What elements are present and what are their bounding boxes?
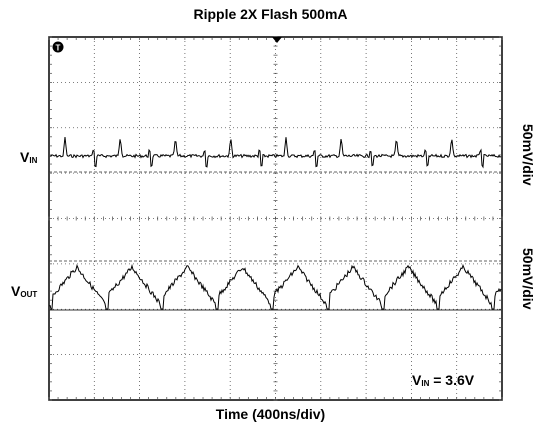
chart-title: Ripple 2X Flash 500mA — [193, 6, 348, 22]
vout-scale-label: 50mV/div — [520, 248, 536, 310]
trigger-position-marker — [272, 37, 282, 43]
vin-scale-label: 50mV/div — [520, 124, 536, 186]
waveform-traces — [49, 136, 502, 310]
trigger-badge-text: T — [56, 44, 61, 53]
input-voltage-annotation: VIN = 3.6V — [412, 372, 475, 388]
vout-waveform — [49, 263, 502, 310]
vout-channel-label: VOUT — [11, 283, 38, 299]
vin-channel-label: VIN — [20, 149, 38, 165]
plot-grid — [48, 36, 503, 401]
trigger-badge-icon: T — [52, 41, 64, 53]
vin-waveform — [49, 136, 502, 169]
x-axis-label: Time (400ns/div) — [215, 406, 326, 422]
